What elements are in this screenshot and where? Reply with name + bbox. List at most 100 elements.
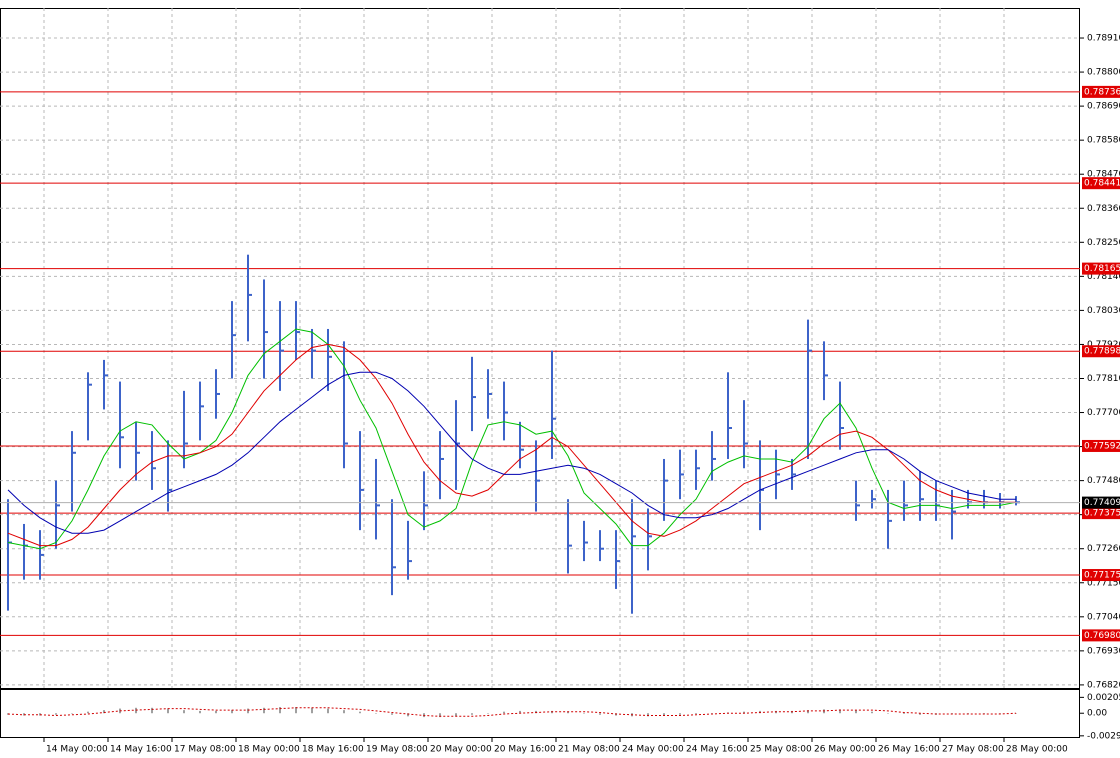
indicator-frame: [0, 689, 1080, 738]
indicator-bar: [343, 710, 345, 714]
level-label-box: [1082, 177, 1120, 190]
indicator-bar: [919, 713, 921, 715]
indicator-tick-label: -0.00292: [1087, 731, 1120, 741]
indicator-bar: [503, 711, 505, 714]
level-label-box: [1082, 262, 1120, 275]
level-label: 0.78165: [1084, 264, 1120, 274]
indicator-bar: [519, 710, 521, 714]
x-tick-label: 20 May 00:00: [430, 745, 492, 755]
level-label-box: [1082, 345, 1120, 358]
indicator-bar: [695, 713, 697, 714]
indicator-bar: [215, 710, 217, 714]
x-tick-label: 24 May 00:00: [622, 745, 684, 755]
x-tick-label: 26 May 16:00: [878, 745, 940, 755]
level-label: 0.78736: [1084, 87, 1120, 97]
moving-average: [7, 343, 1016, 547]
x-tick-label: 17 May 08:00: [174, 745, 236, 755]
indicator-bar: [839, 709, 841, 714]
indicator-bar: [247, 708, 249, 714]
x-tick-label: 18 May 00:00: [238, 745, 300, 755]
indicator-bar: [487, 713, 489, 714]
indicator-bar: [807, 710, 809, 714]
indicator-bar: [183, 710, 185, 714]
x-tick-label: 25 May 08:00: [750, 745, 812, 755]
indicator-bar: [439, 713, 441, 718]
level-label: 0.78441: [1084, 179, 1120, 189]
indicator-bar: [375, 713, 377, 714]
indicator-bar: [711, 713, 713, 714]
moving-average: [7, 371, 1016, 534]
last-price-box: [1082, 496, 1120, 509]
level-label-box: [1082, 629, 1120, 642]
indicator-bar: [87, 711, 89, 714]
x-tick-label: 27 May 08:00: [942, 745, 1004, 755]
x-tick-label: 28 May 00:00: [1006, 745, 1068, 755]
level-label: 0.77898: [1084, 347, 1120, 357]
indicator-bar: [743, 711, 745, 714]
indicator-bar: [567, 711, 569, 714]
indicator-tick-label: 0.00205: [1087, 693, 1120, 703]
indicator-bar: [999, 713, 1001, 714]
level-label: 0.76980: [1084, 631, 1120, 641]
x-tick-label: 14 May 16:00: [110, 745, 172, 755]
indicator-bar: [391, 713, 393, 715]
x-tick-label: 26 May 00:00: [814, 745, 876, 755]
indicator-bar: [583, 713, 585, 714]
x-tick-label: 20 May 16:00: [494, 745, 556, 755]
moving-average: [7, 328, 1017, 550]
indicator-bar: [359, 711, 361, 714]
x-tick-label: 21 May 08:00: [558, 745, 620, 755]
indicator-bar: [103, 710, 105, 714]
indicator-bar: [599, 713, 601, 715]
last-price-label: 0.77409: [1084, 498, 1120, 508]
indicator-bar: [167, 708, 169, 714]
indicator-bar: [407, 713, 409, 717]
level-label: 0.77175: [1084, 571, 1120, 581]
level-label-box: [1082, 569, 1120, 582]
level-label-box: [1082, 85, 1120, 98]
indicator-bar: [647, 713, 649, 717]
level-label: 0.77375: [1084, 509, 1120, 519]
indicator-bar: [151, 707, 153, 714]
indicator-bar: [295, 707, 297, 714]
main-frame: [0, 8, 1080, 689]
indicator-tick-label: 0.00: [1087, 709, 1107, 719]
indicator-bar: [263, 707, 265, 714]
indicator-bar: [55, 713, 57, 715]
indicator-bar: [199, 710, 201, 714]
indicator-bar: [71, 713, 73, 714]
indicator-bar: [903, 713, 905, 714]
indicator-bar: [327, 708, 329, 714]
y-tick-label: 0.76820: [1087, 680, 1120, 690]
indicator-bar: [231, 710, 233, 714]
indicator-bar: [311, 707, 313, 714]
x-tick-label: 19 May 08:00: [366, 745, 428, 755]
indicator-bar: [679, 713, 681, 715]
indicator-signal: [7, 707, 1017, 717]
indicator-bar: [279, 707, 281, 714]
x-tick-label: 14 May 00:00: [46, 745, 108, 755]
indicator-bar: [871, 711, 873, 714]
level-label-box: [1082, 439, 1120, 452]
level-label-box: [1082, 507, 1120, 520]
indicator-bar: [887, 713, 889, 714]
